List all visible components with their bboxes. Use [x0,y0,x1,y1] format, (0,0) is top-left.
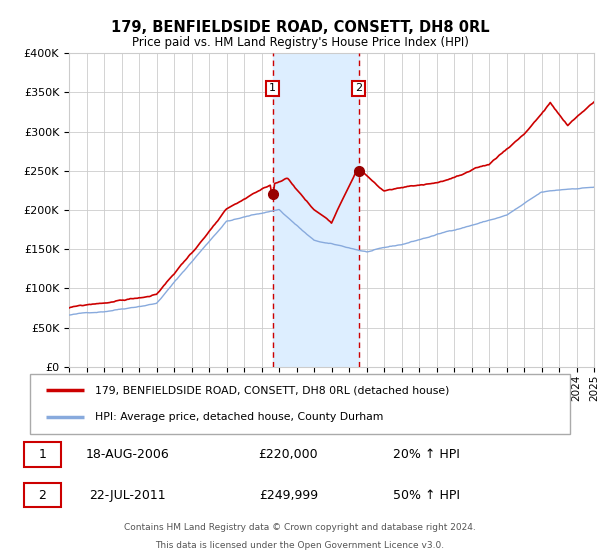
Text: 1: 1 [269,83,276,94]
Text: Contains HM Land Registry data © Crown copyright and database right 2024.: Contains HM Land Registry data © Crown c… [124,523,476,532]
Text: HPI: Average price, detached house, County Durham: HPI: Average price, detached house, Coun… [95,412,383,422]
Text: This data is licensed under the Open Government Licence v3.0.: This data is licensed under the Open Gov… [155,542,445,550]
Text: £220,000: £220,000 [259,448,318,461]
Text: £249,999: £249,999 [259,489,318,502]
Text: 179, BENFIELDSIDE ROAD, CONSETT, DH8 0RL (detached house): 179, BENFIELDSIDE ROAD, CONSETT, DH8 0RL… [95,385,449,395]
Text: 2: 2 [355,83,362,94]
Text: 1: 1 [38,448,46,461]
FancyBboxPatch shape [23,442,61,467]
Text: 22-JUL-2011: 22-JUL-2011 [89,489,166,502]
Text: 2: 2 [38,489,46,502]
Text: Price paid vs. HM Land Registry's House Price Index (HPI): Price paid vs. HM Land Registry's House … [131,36,469,49]
Text: 18-AUG-2006: 18-AUG-2006 [85,448,169,461]
Text: 20% ↑ HPI: 20% ↑ HPI [393,448,460,461]
Text: 179, BENFIELDSIDE ROAD, CONSETT, DH8 0RL: 179, BENFIELDSIDE ROAD, CONSETT, DH8 0RL [110,20,490,35]
FancyBboxPatch shape [23,483,61,507]
Bar [272,53,359,367]
FancyBboxPatch shape [30,374,570,434]
Text: 50% ↑ HPI: 50% ↑ HPI [393,489,460,502]
